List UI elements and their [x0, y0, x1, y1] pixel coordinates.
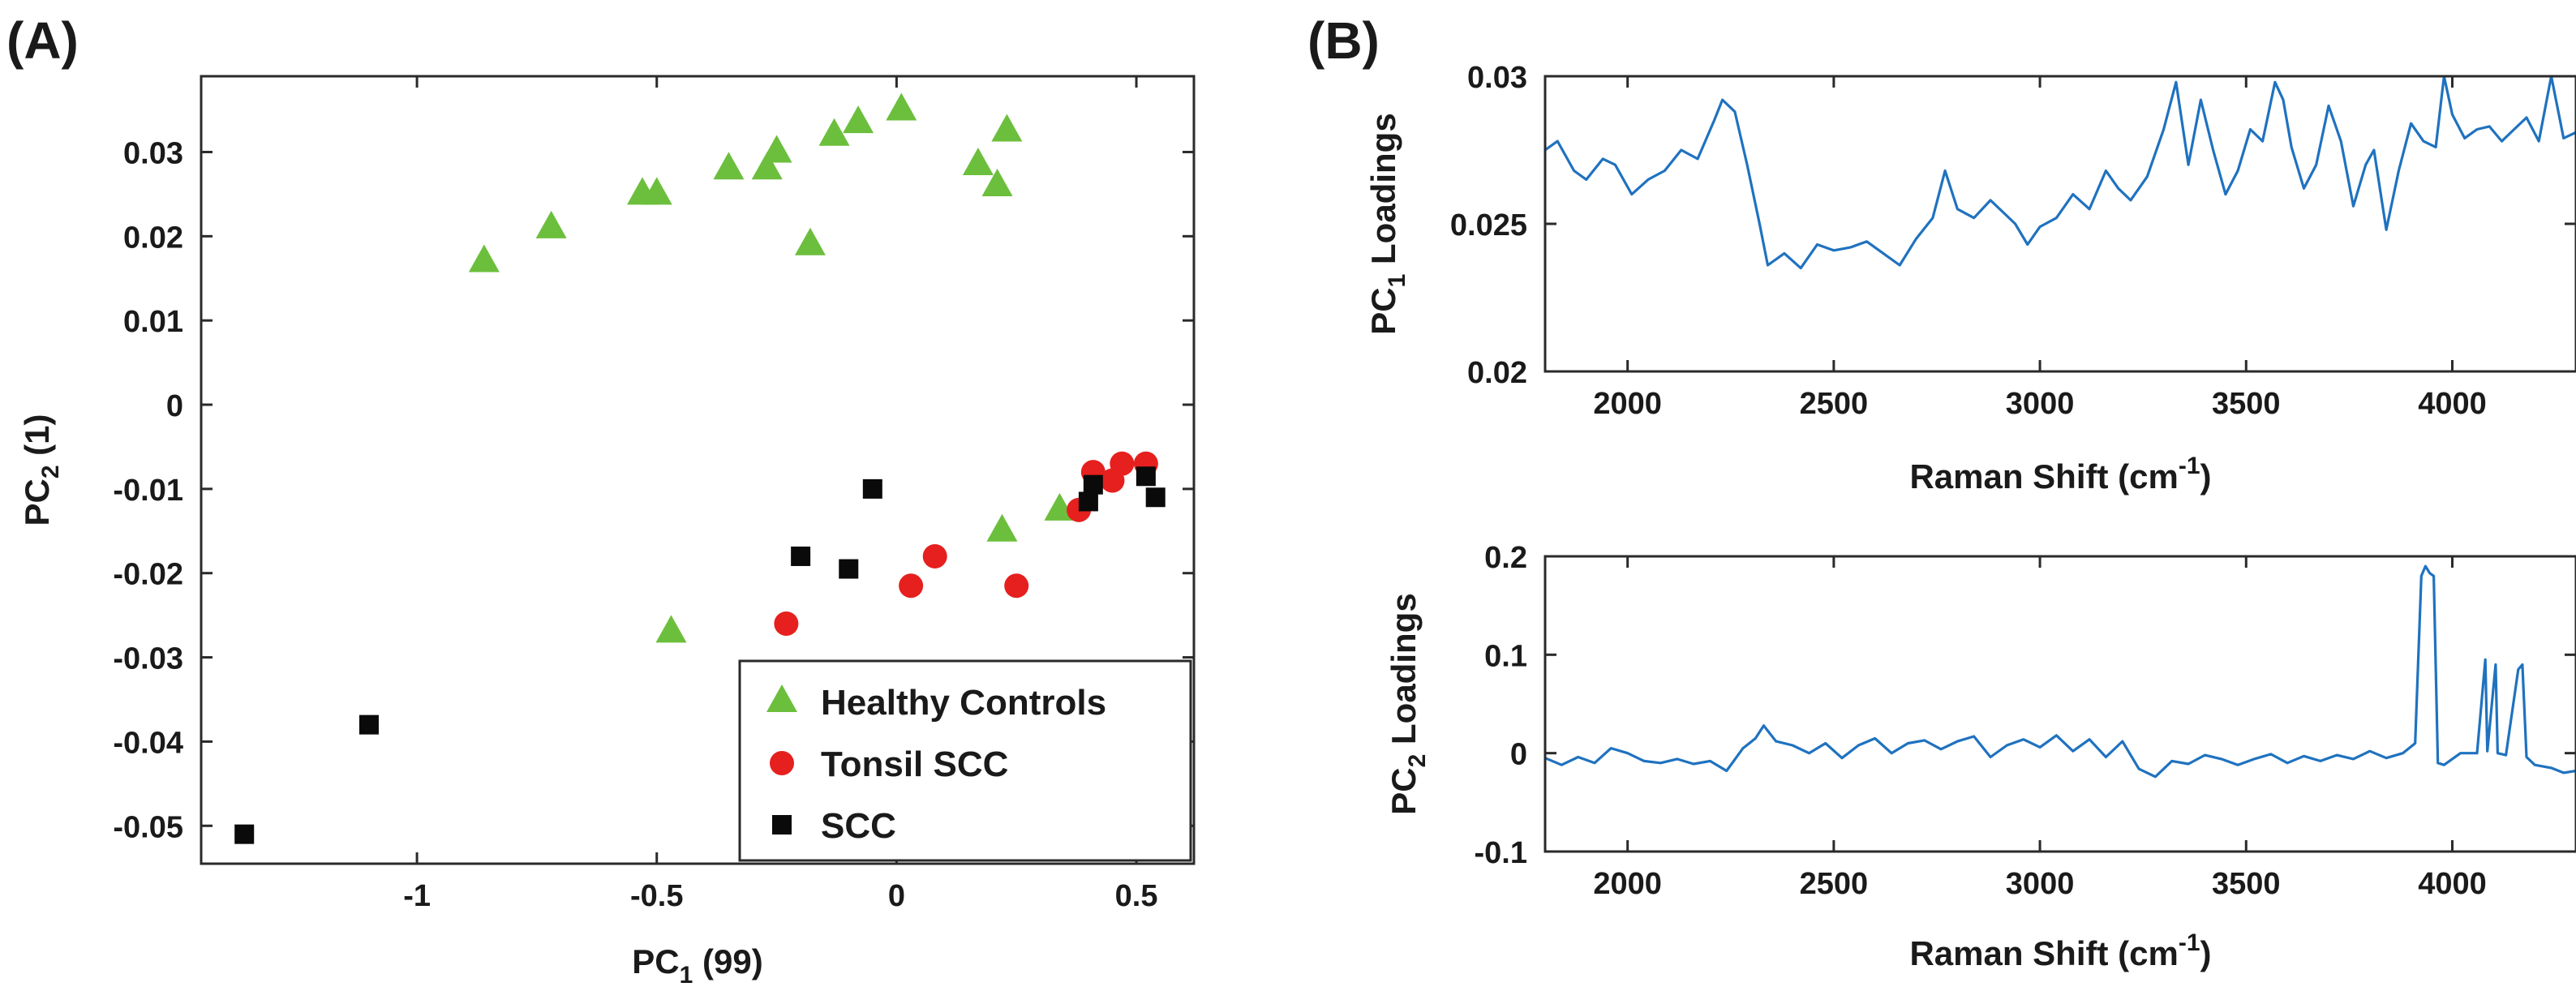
point-scc — [862, 478, 882, 499]
point-healthy-controls — [986, 513, 1018, 542]
y-axis-label: PC2 (1) — [18, 414, 64, 526]
y-tick-label: 0.02 — [123, 221, 183, 255]
point-healthy-controls — [655, 615, 687, 643]
y-tick-label: -0.03 — [113, 642, 183, 676]
point-scc — [1136, 466, 1156, 487]
point-scc — [1083, 474, 1103, 495]
y-tick-label: 0 — [166, 389, 183, 423]
y-tick-label: -0.04 — [113, 726, 183, 760]
legend-marker-healthy-controls — [766, 684, 797, 712]
point-healthy-controls — [962, 148, 994, 176]
point-scc — [234, 824, 255, 844]
plot-frame — [200, 75, 1196, 865]
y-tick-label: -0.02 — [113, 558, 183, 592]
point-healthy-controls — [535, 210, 567, 238]
point-tonsil-scc — [1004, 573, 1029, 599]
point-tonsil-scc — [922, 543, 947, 569]
x-tick-label: 3500 — [2212, 387, 2281, 421]
plot-frame — [1543, 555, 2576, 853]
legend-marker-scc — [772, 815, 792, 835]
point-scc — [358, 714, 379, 735]
x-tick-label: 2000 — [1593, 867, 1662, 901]
y-tick-label: 0.01 — [123, 305, 183, 339]
panel-label-b: (B) — [1307, 11, 1380, 70]
y-tick-label: 0.025 — [1450, 208, 1527, 242]
x-axis-label: Raman Shift (cm-1) — [1909, 453, 2211, 496]
point-tonsil-scc — [899, 573, 924, 599]
point-healthy-controls — [641, 177, 672, 205]
plot-frame — [1543, 75, 2576, 373]
point-tonsil-scc — [774, 611, 799, 637]
x-tick-label: -0.5 — [630, 879, 683, 913]
legend-marker-tonsil-scc — [770, 751, 794, 775]
point-scc — [839, 559, 859, 579]
x-tick-label: 3000 — [2006, 867, 2075, 901]
x-axis-label: Raman Shift (cm-1) — [1909, 929, 2211, 972]
point-scc — [1078, 491, 1098, 512]
plot-data — [1545, 564, 2576, 779]
point-healthy-controls — [713, 152, 745, 180]
point-healthy-controls — [886, 92, 917, 121]
point-healthy-controls — [751, 152, 783, 180]
x-axis-label: PC1 (99) — [632, 942, 762, 989]
point-scc — [791, 546, 811, 566]
point-tonsil-scc — [1110, 451, 1135, 476]
y-tick-label: 0 — [1510, 738, 1527, 772]
x-tick-label: 3500 — [2212, 867, 2281, 901]
x-tick-label: 0 — [888, 879, 905, 913]
pc1-loadings-plot: 2000 2500 3000 3500 4000 0.02 0.025 0.03 Raman S… — [1364, 61, 2576, 496]
y-tick-label: 0.03 — [123, 136, 183, 170]
point-healthy-controls — [981, 169, 1013, 197]
point-healthy-controls — [843, 105, 874, 134]
point-healthy-controls — [991, 114, 1023, 142]
loading-line — [1545, 76, 2576, 270]
x-tick-label: 3000 — [2006, 387, 2075, 421]
legend-label-tonsil-scc: Tonsil SCC — [821, 744, 1008, 784]
x-tick-label: 4000 — [2418, 867, 2487, 901]
x-tick-label: -1 — [403, 879, 431, 913]
y-tick-label: 0.02 — [1467, 356, 1527, 390]
x-tick-label: 2500 — [1800, 387, 1869, 421]
y-tick-label: -0.1 — [1475, 836, 1527, 870]
point-scc — [1145, 487, 1166, 508]
legend-box — [738, 659, 1192, 862]
loading-line — [1545, 564, 2576, 779]
y-tick-label: -0.01 — [113, 474, 183, 508]
point-healthy-controls — [818, 118, 850, 146]
x-tick-label: 2500 — [1800, 867, 1869, 901]
point-healthy-controls — [468, 244, 500, 272]
plot-data — [234, 92, 1166, 844]
y-axis-label: PC1 Loadings — [1364, 113, 1410, 334]
y-tick-label: 0.1 — [1484, 639, 1527, 673]
pc2-loadings-plot: 2000 2500 3000 3500 4000 -0.1 0 0.1 0.2 Raman Shi… — [1385, 541, 2576, 972]
panel-label-a: (A) — [6, 11, 79, 70]
y-axis-label: PC2 Loadings — [1385, 593, 1431, 814]
y-tick-label: 0.03 — [1467, 61, 1527, 95]
point-healthy-controls — [794, 227, 826, 255]
y-tick-label: 0.2 — [1484, 541, 1527, 575]
legend-label-scc: SCC — [821, 806, 896, 846]
x-tick-label: 2000 — [1593, 387, 1662, 421]
x-tick-label: 4000 — [2418, 387, 2487, 421]
y-tick-label: -0.05 — [113, 810, 183, 844]
x-tick-label: 0.5 — [1115, 879, 1158, 913]
point-healthy-controls — [761, 135, 792, 163]
scatter-plot: -1 -0.5 0 0.5 -0.05 -0.04 -0.03 -0.02 -0.01 0 0.01… — [18, 75, 1196, 989]
legend-label-healthy-controls: Healthy Controls — [821, 683, 1106, 723]
plot-data — [1545, 76, 2576, 270]
